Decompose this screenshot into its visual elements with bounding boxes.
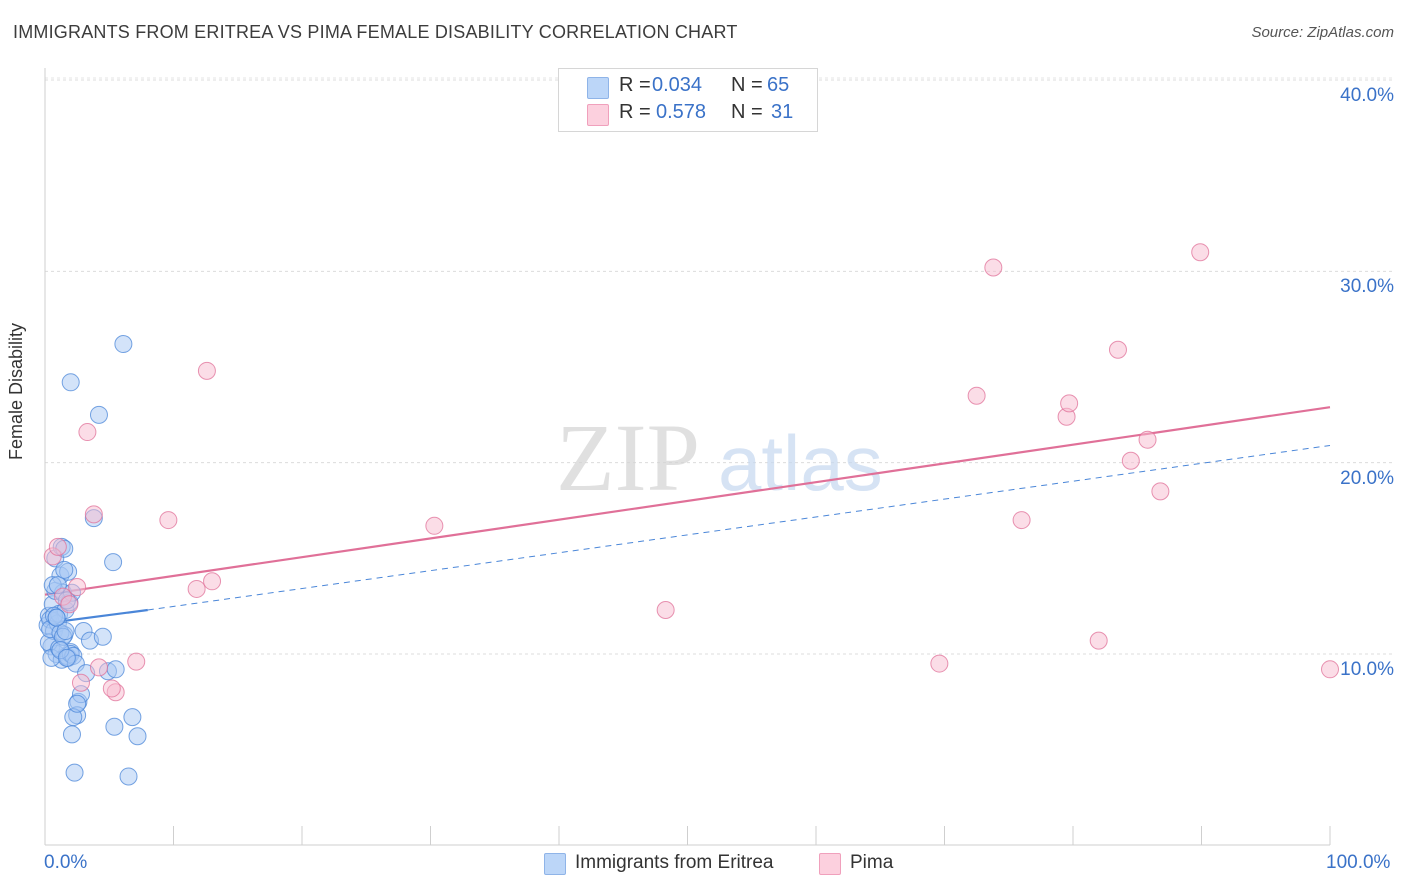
point-pima xyxy=(78,423,97,442)
point-eritrea xyxy=(123,708,142,727)
trend-line xyxy=(44,406,1331,596)
point-pima xyxy=(1321,660,1339,679)
point-pima xyxy=(1089,631,1108,650)
point-pima xyxy=(102,679,121,698)
point-pima xyxy=(84,505,103,524)
point-pima xyxy=(1191,243,1210,262)
y-tick-label: 40.0% xyxy=(1340,85,1394,106)
point-pima xyxy=(127,652,146,671)
y-tick-label: 10.0% xyxy=(1340,659,1394,680)
legend-n-value: 65 xyxy=(767,74,790,96)
stats-legend: R = 0.034 N = 65 R = 0.578 N = 31 xyxy=(558,68,818,132)
legend-r-label: R = xyxy=(619,74,651,96)
point-eritrea xyxy=(68,694,87,713)
point-eritrea xyxy=(55,560,74,579)
bottom-swatch-pima xyxy=(819,853,841,875)
bottom-legend-label: Immigrants from Eritrea xyxy=(575,852,774,873)
bottom-swatch-eritrea xyxy=(544,853,566,875)
legend-n-label: N = xyxy=(731,101,763,123)
y-axis-title: Female Disability xyxy=(6,322,26,460)
point-eritrea xyxy=(119,767,138,786)
x-min-label: 0.0% xyxy=(44,852,88,873)
point-pima xyxy=(1151,482,1170,501)
point-pima xyxy=(967,386,986,405)
point-eritrea xyxy=(114,335,133,354)
point-eritrea xyxy=(89,405,108,424)
legend-swatch-eritrea xyxy=(587,77,609,99)
point-pima xyxy=(984,258,1003,277)
point-eritrea xyxy=(93,627,112,646)
point-pima xyxy=(1108,340,1127,359)
y-tick-label: 20.0% xyxy=(1340,467,1394,489)
point-eritrea xyxy=(57,648,76,667)
chart-title: IMMIGRANTS FROM ERITREA VS PIMA FEMALE D… xyxy=(13,22,738,42)
point-pima xyxy=(60,595,79,614)
point-pima xyxy=(203,572,222,591)
point-pima xyxy=(1012,511,1031,530)
point-pima xyxy=(1060,394,1079,413)
legend-n-value: 31 xyxy=(771,101,794,123)
point-pima xyxy=(1138,430,1157,449)
legend-r-value: 0.034 xyxy=(652,74,703,96)
point-pima xyxy=(187,579,206,598)
point-pima xyxy=(89,658,108,677)
point-eritrea xyxy=(106,660,125,679)
legend-r-label: R = xyxy=(619,101,651,123)
source-label: Source: ZipAtlas.com xyxy=(1251,24,1394,41)
bottom-legend-label: Pima xyxy=(850,852,894,873)
point-pima xyxy=(1121,451,1140,470)
point-eritrea xyxy=(61,373,80,392)
point-pima xyxy=(68,578,87,597)
point-eritrea xyxy=(62,725,81,744)
point-pima xyxy=(48,537,67,556)
axes xyxy=(44,68,1331,846)
legend-swatch-pima xyxy=(587,104,609,126)
point-pima xyxy=(197,361,216,380)
point-eritrea xyxy=(105,717,124,736)
point-pima xyxy=(656,600,675,619)
point-pima xyxy=(930,654,949,673)
trend-line xyxy=(147,444,1331,611)
watermark-zip: ZIP xyxy=(556,404,700,511)
point-eritrea xyxy=(128,727,147,746)
x-max-label: 100.0% xyxy=(1326,852,1391,873)
point-pima xyxy=(159,511,178,530)
point-eritrea xyxy=(47,608,66,627)
gridlines xyxy=(45,77,1392,655)
legend-n-label: N = xyxy=(731,74,763,96)
point-pima xyxy=(425,516,444,535)
point-eritrea xyxy=(104,553,123,572)
point-eritrea xyxy=(56,622,75,641)
legend-r-value: 0.578 xyxy=(656,101,707,123)
y-tick-label: 30.0% xyxy=(1340,276,1394,298)
point-pima xyxy=(71,673,90,692)
point-eritrea xyxy=(65,763,84,782)
watermark: ZIP atlas xyxy=(556,404,883,511)
data-points xyxy=(38,243,1339,786)
